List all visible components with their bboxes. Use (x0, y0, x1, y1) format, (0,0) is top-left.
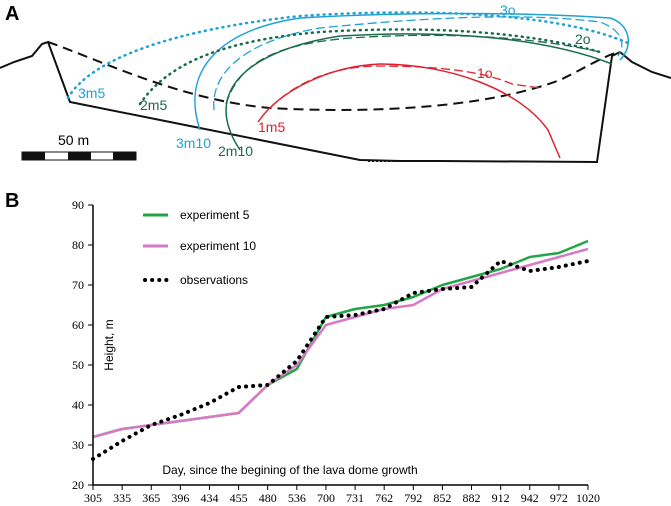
x-tick-label: 852 (433, 491, 451, 505)
label-2m10: 2m10 (218, 143, 253, 159)
scale-bar-label: 50 m (58, 132, 89, 148)
y-tick-label: 90 (72, 198, 84, 212)
label-2m5: 2m5 (140, 97, 167, 113)
x-tick-label: 536 (288, 491, 306, 505)
x-tick-label: 434 (200, 491, 218, 505)
panel-a: A 3o 2o 1o 3m5 2m5 3m10 2m10 1m5 50 m (0, 2, 671, 164)
y-tick-label: 70 (72, 278, 84, 292)
label-1o: 1o (477, 65, 493, 81)
label-3m10: 3m10 (176, 135, 211, 151)
profile-3o-dashed (213, 16, 623, 111)
panel-b: B 20 30 40 50 60 70 80 90 305 335 365 396 434 455 480 5… (5, 190, 600, 505)
x-tick-label: 480 (259, 491, 277, 505)
x-tick-label: 700 (317, 491, 335, 505)
x-tick-label: 792 (404, 491, 422, 505)
y-tick-label: 40 (72, 398, 84, 412)
x-tick-label: 762 (375, 491, 393, 505)
y-axis-title: Height, m (102, 319, 116, 370)
x-tick-label: 1020 (576, 491, 600, 505)
x-tick-label: 455 (230, 491, 248, 505)
profile-2m5-dotted (138, 28, 602, 106)
x-tick-label: 335 (113, 491, 131, 505)
x-axis-title: Day, since the begining of the lava dome… (162, 463, 417, 477)
scale-bar: 50 m (21, 132, 137, 161)
legend-label-observations: observations (180, 273, 248, 287)
label-3o: 3o (500, 2, 516, 18)
x-tick-label: 365 (142, 491, 160, 505)
panel-b-label: B (5, 190, 19, 212)
profile-3m5-dotted (66, 11, 632, 100)
x-tick-label: 396 (171, 491, 189, 505)
legend: experiment 5 experiment 10 observations (143, 208, 256, 287)
profile-2o-dashed (225, 34, 601, 105)
series-line-observations (91, 259, 590, 461)
x-tick-label: 731 (346, 491, 364, 505)
profile-3m10-solid (194, 12, 630, 131)
profile-1o-dashed (269, 65, 541, 109)
label-1m5: 1m5 (258, 119, 285, 135)
y-tick-label: 80 (72, 238, 84, 252)
crater-outline (0, 40, 671, 164)
x-tick-label: 305 (84, 491, 102, 505)
panel-a-label: A (5, 3, 19, 25)
x-tick-label: 942 (521, 491, 539, 505)
legend-label-experiment-5: experiment 5 (180, 208, 250, 222)
y-tick-label: 60 (72, 318, 84, 332)
label-3m5: 3m5 (78, 85, 105, 101)
label-2o: 2o (575, 31, 591, 47)
x-tick-label: 972 (550, 491, 568, 505)
crater-floor-dashed-profile (47, 41, 619, 111)
profile-1m5-solid (257, 63, 561, 159)
x-tick-label: 912 (492, 491, 510, 505)
y-tick-label: 20 (72, 478, 84, 492)
legend-label-experiment-10: experiment 10 (180, 239, 256, 253)
y-tick-label: 30 (72, 438, 84, 452)
series-line-experiment-10 (92, 247, 589, 439)
x-tick-label: 882 (463, 491, 481, 505)
y-tick-label: 50 (72, 358, 84, 372)
height-chart: 20 30 40 50 60 70 80 90 305 335 365 396 434 455 480 536… (72, 198, 600, 505)
